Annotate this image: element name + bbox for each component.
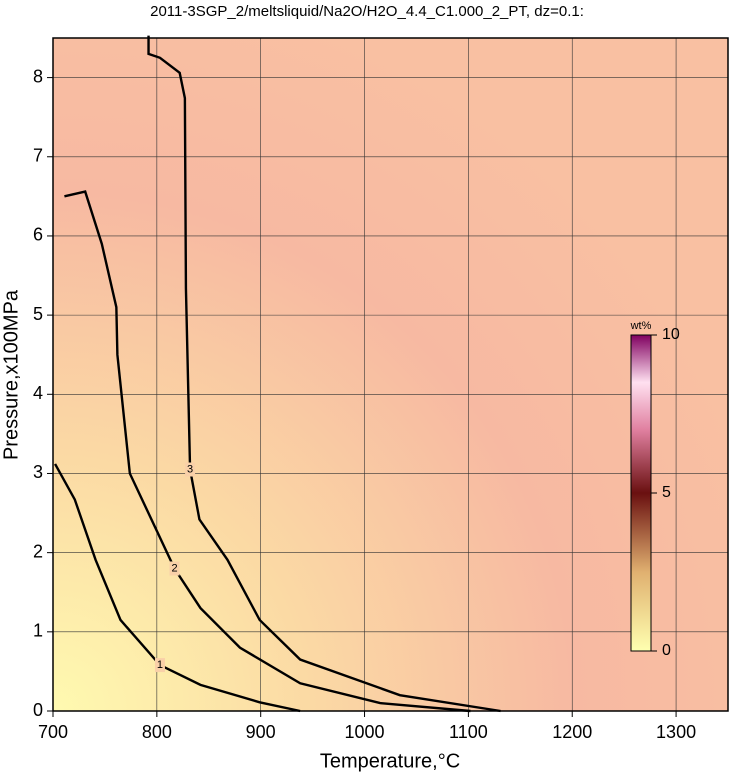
x-tick-label: 700: [38, 722, 68, 742]
y-tick-label: 7: [33, 146, 43, 166]
y-tick-label: 6: [33, 225, 43, 245]
x-tick-label: 900: [246, 722, 276, 742]
y-axis-label: Pressure,x100MPa: [0, 289, 22, 460]
contour-line: [64, 190, 471, 713]
x-tick-label: 1300: [656, 722, 696, 742]
contour-label: 1: [157, 659, 163, 671]
colorbar-tick-label: 10: [662, 326, 680, 343]
y-tick-label: 5: [33, 304, 43, 324]
contour-label-bg: [169, 561, 180, 576]
contour-label-bg: [154, 658, 165, 673]
x-tick-label: 1000: [345, 722, 385, 742]
contour-label-bg: [185, 462, 196, 477]
plot-frame: [52, 37, 729, 712]
contour-label: 2: [171, 562, 177, 574]
colorbar-tick-label: 0: [662, 642, 671, 659]
colorbar-tick-label: 5: [662, 484, 671, 501]
y-tick-label: 4: [33, 383, 43, 403]
x-tick-label: 1100: [449, 722, 488, 742]
y-tick-label: 3: [33, 462, 43, 482]
contour-line: [54, 463, 301, 713]
colorbar: [630, 334, 652, 652]
y-tick-label: 1: [33, 621, 43, 641]
contour-label: 3: [187, 463, 193, 475]
y-tick-label: 8: [33, 66, 43, 86]
x-tick-label: 1200: [552, 722, 592, 742]
colorbar-label: wt%: [630, 320, 652, 332]
y-tick-label: 0: [33, 700, 43, 720]
chart-title: 2011-3SGP_2/meltsliquid/Na2O/H2O_4.4_C1.…: [150, 3, 584, 20]
x-tick-label: 800: [142, 722, 172, 742]
y-tick-label: 2: [33, 541, 43, 561]
plot-background: [53, 38, 728, 711]
x-axis-label: Temperature,°C: [320, 750, 460, 772]
